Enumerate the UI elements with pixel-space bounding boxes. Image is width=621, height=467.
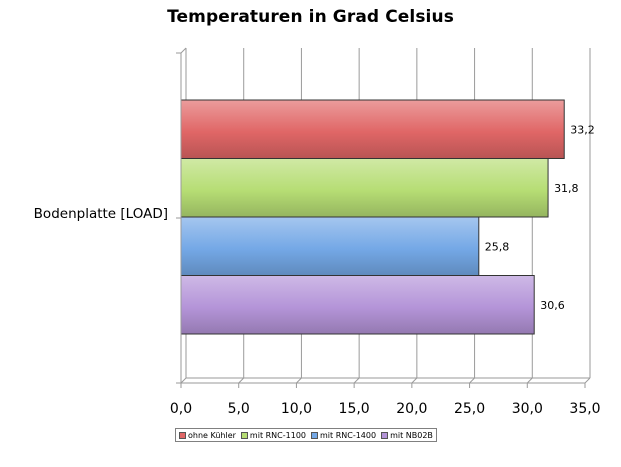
gridline-floor (584, 377, 591, 384)
legend-label: mit RNC-1400 (320, 430, 377, 440)
gridline-floor (411, 377, 418, 384)
gridline-floor (353, 377, 360, 384)
legend-swatch (381, 431, 389, 439)
x-tick-label: 15,0 (339, 401, 370, 417)
gridline-floor (238, 377, 245, 384)
gridline-floor (296, 377, 302, 384)
gridline-floor (526, 377, 533, 384)
legend-item: mit RNC-1400 (311, 431, 376, 440)
bar-mit-rnc-1400 (180, 216, 480, 276)
bar-mit-rnc-1100 (180, 158, 549, 218)
x-tick-label: 0,0 (170, 401, 192, 417)
x-tick-label: 10,0 (281, 401, 312, 417)
data-label: 33,2 (570, 123, 595, 136)
axis-corner (180, 47, 187, 54)
x-tick-label: 20,0 (396, 401, 427, 417)
axes (176, 47, 586, 388)
bars (180, 99, 565, 335)
data-label: 25,8 (485, 240, 510, 253)
legend-item: mit RNC-1100 (240, 430, 306, 440)
gridline-floor (180, 377, 187, 384)
legend-label: mit NB02B (390, 430, 433, 440)
x-tick-label: 35,0 (569, 401, 600, 417)
labels: 33,2 31,8 25,8 30,6 0,0 5,0 10,0 15,0 20,0 25,0 30… (34, 123, 601, 417)
data-label: 31,8 (554, 182, 579, 195)
legend-label: ohne Kühler (188, 430, 236, 440)
legend-swatch (179, 431, 186, 439)
x-tick-label: 30,0 (512, 401, 543, 417)
gridline-floor (469, 377, 475, 384)
legend-swatch (240, 431, 248, 439)
bar-mit-nb02b (180, 275, 535, 335)
legend-swatch (311, 431, 318, 439)
legend-item: ohne Kühler (179, 431, 236, 440)
x-tick-label: 25,0 (454, 401, 485, 417)
legend-item: mit NB02B (381, 431, 433, 440)
chart-legend: ohne Kühler mit RNC-1100 mit RNC-1400 mit N… (175, 428, 437, 442)
category-label: Bodenplatte [LOAD] (34, 206, 168, 222)
legend-label: mit RNC-1100 (249, 430, 306, 440)
bar-ohne-k-hler (180, 99, 565, 159)
x-tick-label: 5,0 (228, 401, 250, 417)
data-label: 30,6 (540, 299, 565, 312)
chart-title: Temperaturen in Grad Celsius (167, 7, 454, 27)
